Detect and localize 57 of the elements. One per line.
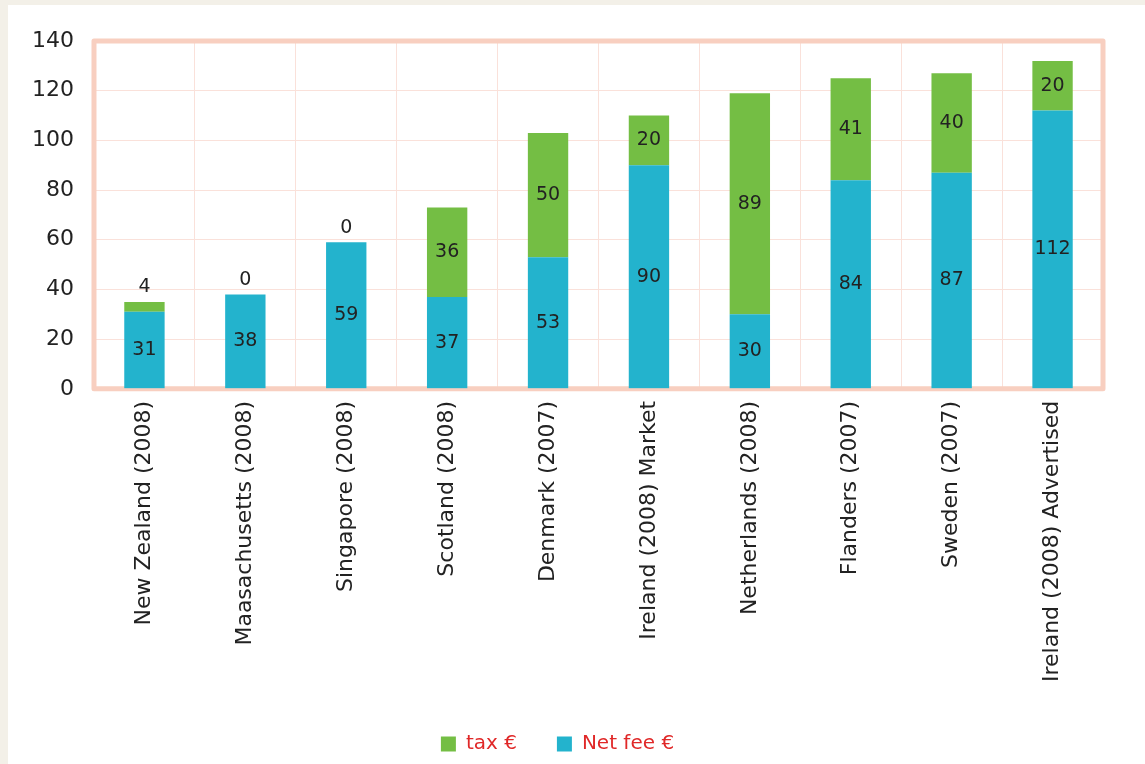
data-label: 20 [1040, 72, 1065, 95]
data-label: 87 [939, 267, 964, 290]
data-label: 53 [535, 309, 561, 332]
bar [628, 165, 670, 389]
y-tick-label: 60 [45, 225, 74, 251]
x-tick-label: Denmark (2007) [533, 400, 559, 583]
y-tick-label: 80 [45, 175, 74, 201]
bar [527, 257, 569, 389]
x-tick-label: Netherlands (2008) [735, 400, 761, 616]
x-tick-label: Flanders (2007) [836, 400, 862, 576]
x-tick-label: New Zealand (2008) [130, 400, 156, 626]
data-label: 30 [737, 338, 762, 361]
bar [931, 73, 972, 173]
bar [1032, 110, 1073, 389]
bar [527, 132, 569, 258]
x-tick-label: Scotland (2008) [432, 400, 458, 577]
data-label: 59 [334, 302, 359, 325]
y-tick-label: 40 [45, 275, 74, 301]
x-tick-label: Singapore (2008) [331, 400, 357, 592]
bar [225, 294, 266, 389]
data-label: 37 [435, 329, 460, 352]
bar [124, 311, 165, 389]
x-tick-label: Ireland (2008) Market [634, 400, 660, 640]
data-label: 38 [233, 328, 258, 351]
data-label: 41 [838, 116, 863, 139]
bar [729, 314, 771, 389]
bar [729, 93, 771, 315]
y-tick-label: 140 [31, 26, 74, 52]
bar [931, 172, 972, 389]
bar [426, 296, 468, 389]
bar [426, 207, 468, 297]
x-tick-label: Ireland (2008) Advertised [1038, 400, 1064, 682]
bar [1032, 60, 1073, 111]
bar [830, 180, 871, 389]
data-label: 4 [138, 274, 151, 297]
data-label: 50 [535, 181, 561, 204]
bar [830, 78, 871, 181]
y-tick-label: 20 [45, 324, 74, 350]
data-label: 36 [435, 239, 460, 262]
data-label: 0 [340, 214, 353, 237]
data-label: 20 [636, 127, 662, 150]
y-tick-label: 100 [31, 126, 74, 152]
x-tick-label: Maasachusetts (2008) [231, 400, 257, 646]
bar [326, 242, 367, 389]
data-label: 112 [1034, 236, 1071, 259]
bar [124, 301, 165, 312]
legend-label: Net fee € [581, 730, 675, 755]
y-tick-label: 120 [31, 76, 74, 102]
data-label: 0 [239, 266, 252, 289]
data-label: 89 [737, 190, 762, 213]
data-label: 31 [132, 337, 157, 360]
data-label: 90 [636, 263, 662, 286]
data-label: 40 [939, 109, 964, 132]
x-tick-label: Sweden (2007) [937, 400, 963, 568]
legend-label: tax € [465, 730, 517, 755]
y-tick-label: 0 [59, 374, 74, 400]
data-label: 84 [838, 271, 863, 294]
